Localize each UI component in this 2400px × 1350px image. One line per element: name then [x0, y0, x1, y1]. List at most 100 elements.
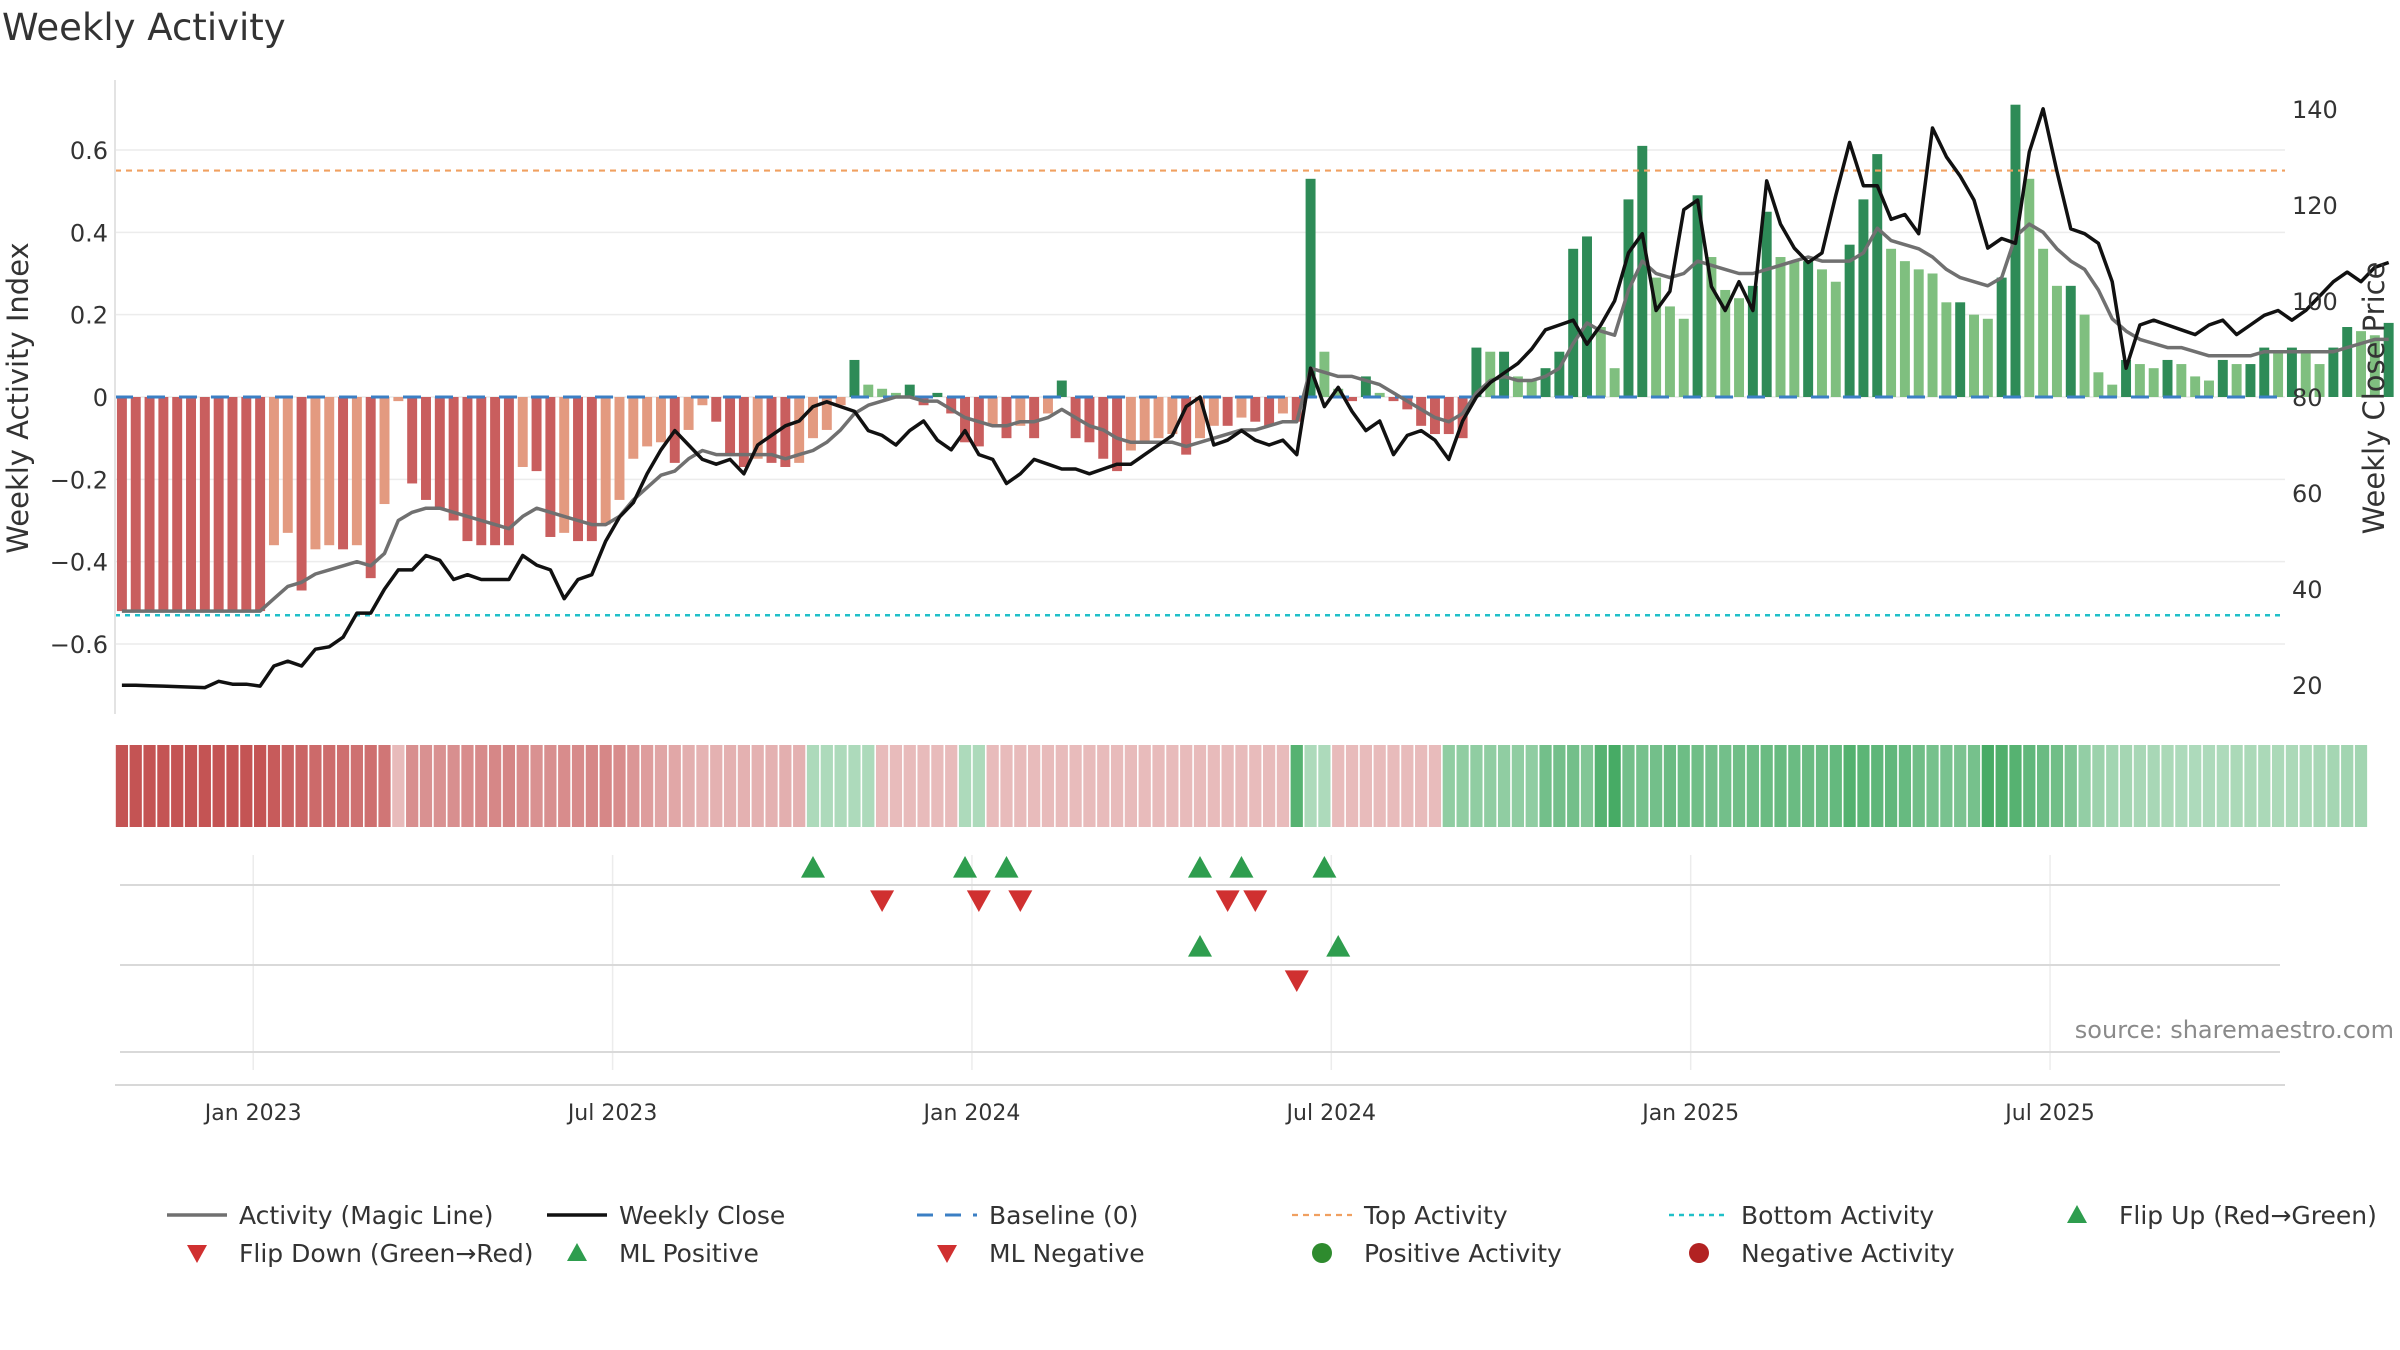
- legend-item-negact[interactable]: Negative Activity: [1667, 1238, 1955, 1268]
- heat-cell: [1608, 745, 1621, 827]
- activity-bar: [780, 397, 791, 467]
- activity-bar: [2065, 285, 2076, 397]
- activity-bar: [1609, 368, 1620, 397]
- legend-item-flipdown[interactable]: Flip Down (Green→Red): [165, 1238, 534, 1268]
- activity-bar: [1526, 380, 1537, 397]
- y-right-tick-label: 120: [2292, 192, 2338, 220]
- heat-cell: [1083, 745, 1096, 827]
- activity-bar: [227, 397, 238, 612]
- heat-cell: [2133, 745, 2146, 827]
- activity-bar: [600, 397, 611, 525]
- heat-cell: [558, 745, 571, 827]
- heat-cell: [1926, 745, 1939, 827]
- legend-swatch-mlpos: [567, 1243, 587, 1261]
- legend-item-bottom[interactable]: Bottom Activity: [1667, 1200, 1934, 1230]
- activity-bar: [1803, 261, 1814, 397]
- activity-bar: [1098, 397, 1109, 459]
- heat-cell: [1359, 745, 1372, 827]
- activity-bar: [1844, 244, 1855, 397]
- activity-bar: [1443, 397, 1454, 435]
- activity-bar: [379, 397, 390, 505]
- activity-bar: [144, 397, 155, 612]
- heat-cell: [129, 745, 142, 827]
- heat-cell: [2327, 745, 2340, 827]
- legend-item-close[interactable]: Weekly Close: [545, 1200, 785, 1230]
- heat-cell: [1442, 745, 1455, 827]
- legend-item-posact[interactable]: Positive Activity: [1290, 1238, 1562, 1268]
- legend-item-magic[interactable]: Activity (Magic Line): [165, 1200, 493, 1230]
- activity-bar: [2383, 322, 2394, 397]
- activity-bar: [2204, 380, 2214, 397]
- y-left-axis-label: Weekly Activity Index: [1, 242, 35, 553]
- activity-bar: [2314, 364, 2325, 397]
- legend-item-baseline[interactable]: Baseline (0): [915, 1200, 1138, 1230]
- activity-bar: [1139, 397, 1150, 443]
- legend-swatch: [545, 1200, 609, 1230]
- heat-cell: [1567, 745, 1580, 827]
- activity-bar: [725, 397, 736, 455]
- heat-cell: [1235, 745, 1248, 827]
- y-right-axis-label: Weekly Close Price: [2357, 262, 2391, 535]
- heat-cell: [1995, 745, 2008, 827]
- activity-bar: [2121, 359, 2132, 397]
- legend-item-mlneg[interactable]: ML Negative: [915, 1238, 1145, 1268]
- heat-cell: [931, 745, 944, 827]
- activity-bar: [1747, 285, 1758, 397]
- activity-bar: [1112, 397, 1123, 472]
- activity-bar: [1789, 261, 1800, 397]
- heat-cell: [488, 745, 502, 827]
- activity-bar: [2051, 285, 2062, 397]
- activity-bar: [434, 397, 445, 509]
- activity-bar: [655, 397, 666, 443]
- activity-bar: [1595, 327, 1606, 397]
- activity-bar: [1250, 397, 1261, 422]
- x-tick-label: Jan 2025: [1640, 1101, 1739, 1126]
- activity-bar: [1236, 397, 1247, 418]
- activity-bar: [2162, 359, 2173, 397]
- activity-bar: [1858, 199, 1869, 397]
- heat-cell: [1884, 745, 1898, 827]
- heat-cell: [2161, 745, 2174, 827]
- heat-cell: [1802, 745, 1815, 827]
- heat-cell: [115, 745, 129, 827]
- activity-bar: [1761, 211, 1772, 397]
- heat-cell: [654, 745, 668, 827]
- activity-bar: [1734, 298, 1745, 397]
- legend-item-top[interactable]: Top Activity: [1290, 1200, 1508, 1230]
- heat-cell: [1069, 745, 1082, 827]
- activity-bar: [586, 397, 597, 542]
- heat-cell: [1705, 745, 1718, 827]
- x-tick-label: Jan 2023: [203, 1101, 302, 1126]
- y-left-tick-label: −0.2: [50, 466, 108, 494]
- activity-bar: [1208, 397, 1219, 426]
- legend-swatch: [1290, 1238, 1354, 1268]
- heat-cell: [958, 745, 972, 827]
- heat-cell: [1539, 745, 1552, 827]
- activity-bar: [766, 397, 777, 463]
- legend-item-flipup[interactable]: Flip Up (Red→Green): [2045, 1200, 2377, 1230]
- heat-cell: [406, 745, 419, 827]
- heat-cell: [2244, 745, 2257, 827]
- activity-bar: [241, 397, 252, 612]
- activity-bar: [1305, 178, 1316, 397]
- activity-bar: [1982, 318, 1993, 397]
- activity-bar: [1167, 397, 1178, 435]
- activity-bar: [503, 397, 514, 546]
- heat-cell: [2050, 745, 2064, 827]
- activity-bar: [310, 397, 321, 550]
- heat-cell: [972, 745, 985, 827]
- activity-bar: [393, 397, 404, 402]
- heat-cell: [1912, 745, 1925, 827]
- legend-label: Top Activity: [1364, 1200, 1508, 1230]
- activity-bar: [1651, 277, 1662, 397]
- heat-cell: [254, 745, 267, 827]
- flip-down-marker: [1008, 890, 1033, 912]
- heat-cell: [1373, 745, 1386, 827]
- legend-item-mlpos[interactable]: ML Positive: [545, 1238, 759, 1268]
- heat-cell: [1401, 745, 1414, 827]
- activity-bar: [863, 384, 874, 397]
- heat-cell: [392, 745, 405, 827]
- activity-bar: [1153, 397, 1164, 439]
- heat-cell: [2202, 745, 2216, 827]
- axes: [114, 80, 2285, 1086]
